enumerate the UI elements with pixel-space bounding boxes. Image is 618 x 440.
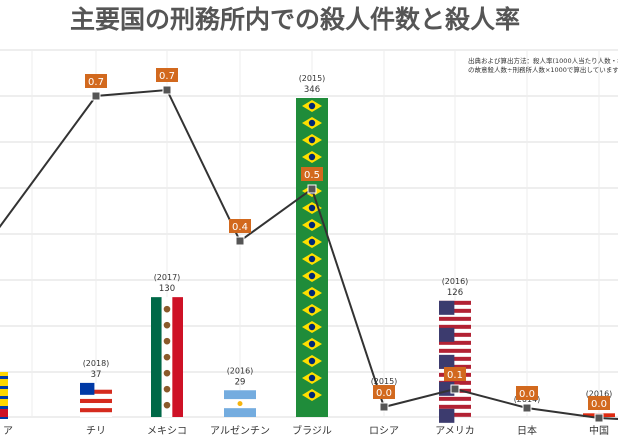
chart-title: 主要国の刑務所内での殺人件数と殺人率 [70,5,520,34]
source-note-line-1: 出典および算出方法：殺人率(1000人当たり人数・右 [468,56,618,65]
rate-label-box [444,367,466,381]
rate-label-box [85,74,107,88]
x-tick-label: メキシコ [147,426,187,437]
bar-year-label: (2018) [83,359,110,368]
bars: (2018) 37 (2017) 130 (2016) 29 (2015) 346 (2016)… [0,74,615,423]
rate-label-box [588,396,610,410]
bar-count-label: 29 [235,377,246,387]
bar [151,297,183,417]
rate-label: 0.0 [376,388,392,399]
rate-label: 0.1 [447,370,463,381]
bar [224,390,256,417]
x-tick-label: ブラジル [292,424,332,437]
rate-point [91,91,101,101]
rate-label-box [156,68,178,82]
rate-label-box [516,386,538,400]
bar [296,98,328,417]
rate-label: 0.7 [88,77,104,88]
x-tick-label: チリ [86,425,106,437]
x-tick-label: ロシア [369,426,399,437]
bar-year-label: (2016) [227,366,254,375]
rate-line: 0.7 0.7 0.4 0.5 0.0 0.1 0.0 0.0 [0,68,618,423]
rate-point [307,184,317,194]
bar-year-label: (2016) [442,277,469,286]
x-tick-label: アメリカ [435,425,475,437]
bar-year-label: (2016) [586,389,613,398]
bar-year-label: (2015) [371,377,398,386]
bar-count-label: 37 [91,370,102,380]
bar-count-label: 126 [447,288,463,298]
bar-year-label: (2017) [154,273,181,282]
rate-label: 0.0 [519,389,535,400]
x-tick-label: 中国 [589,424,609,437]
rate-polyline [0,88,618,420]
rate-point [594,413,604,423]
rate-label-box [301,167,323,181]
bar [0,372,8,419]
rate-point [162,85,172,95]
rate-point [379,402,389,412]
x-tick-label: 日本 [517,424,537,437]
bar-year-label: (2015) [299,74,326,83]
rate-label: 0.7 [159,71,175,82]
rate-label-box [373,385,395,399]
x-tick-label: ア [3,426,13,437]
rate-point [450,384,460,394]
bar-count-label: 130 [159,284,175,294]
rate-label-box [229,219,251,233]
x-tick-label: アルゼンチン [210,425,270,437]
bar [439,300,471,423]
rate-label: 0.4 [232,222,248,233]
rate-label: 0.5 [304,170,320,181]
bar-count-label: 346 [304,85,320,95]
source-note-line-2: の故意殺人数÷刑務所人数×1000で算出しています [468,65,618,74]
rate-point [235,236,245,246]
rate-label: 0.0 [591,399,607,410]
x-axis-labels: ア チリ メキシコ アルゼンチン ブラジル ロシア アメリカ 日本 中国 [3,424,609,437]
rate-point [522,403,532,413]
bar [80,382,112,417]
